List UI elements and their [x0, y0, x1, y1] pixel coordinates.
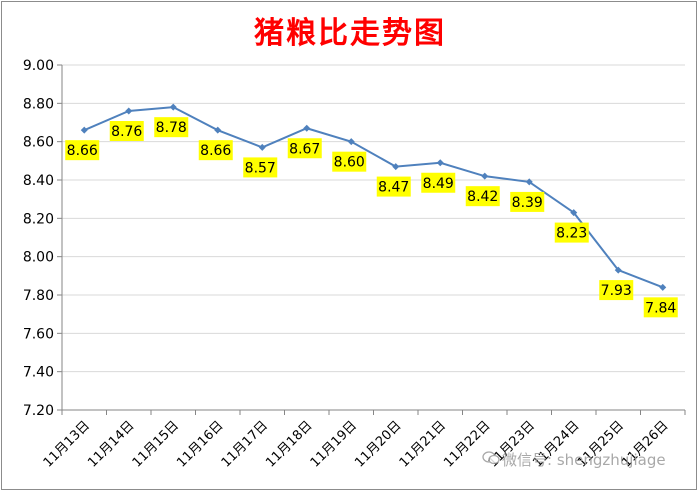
data-point — [125, 107, 133, 115]
y-tick-label: 8.40 — [23, 173, 54, 189]
y-tick-label: 8.20 — [23, 211, 54, 227]
x-tick-label: 11月18日 — [263, 418, 315, 470]
data-point — [169, 103, 177, 111]
data-label: 8.49 — [423, 176, 454, 192]
data-label-box — [109, 121, 144, 141]
data-label: 8.66 — [67, 143, 98, 159]
data-label: 8.23 — [556, 226, 587, 242]
y-tick-label: 7.80 — [23, 288, 54, 304]
x-tick-label: 11月17日 — [219, 418, 271, 470]
data-label-box — [287, 138, 322, 159]
y-tick-label: 8.00 — [23, 250, 54, 266]
x-tick-label: 11月21日 — [397, 418, 449, 470]
data-point — [392, 163, 400, 171]
y-tick-label: 7.40 — [23, 365, 54, 381]
y-tick-label: 9.00 — [23, 58, 54, 74]
data-label-box — [554, 222, 589, 243]
data-label: 8.57 — [245, 160, 276, 176]
data-label-box — [643, 297, 678, 318]
data-label: 7.93 — [601, 283, 632, 299]
data-label: 8.42 — [467, 189, 498, 205]
data-point — [525, 178, 533, 186]
data-label: 8.76 — [111, 124, 142, 140]
data-point — [347, 138, 355, 146]
x-tick-label: 11月19日 — [308, 418, 360, 470]
data-point — [303, 124, 311, 132]
x-tick-label: 11月15日 — [130, 418, 182, 470]
data-point — [258, 143, 266, 151]
watermark: 微信号: shengzhujiage — [482, 449, 666, 470]
data-label-box — [376, 176, 411, 197]
data-label-box — [465, 186, 500, 207]
data-label: 8.60 — [334, 155, 365, 171]
y-tick-label: 8.60 — [23, 135, 54, 151]
data-point — [80, 126, 88, 134]
data-label-box — [243, 157, 278, 178]
data-point — [436, 159, 444, 167]
data-point — [614, 266, 622, 274]
data-label-box — [510, 191, 545, 212]
data-label: 8.67 — [289, 141, 320, 157]
data-label-box — [154, 117, 189, 138]
x-tick-label: 11月20日 — [352, 418, 404, 470]
x-tick-label: 11月14日 — [85, 418, 137, 470]
data-label-box — [198, 140, 233, 161]
data-label: 8.47 — [378, 180, 409, 196]
data-label-box — [65, 140, 100, 161]
data-point — [659, 283, 667, 291]
data-point — [481, 172, 489, 180]
x-tick-label: 11月13日 — [41, 418, 93, 470]
data-label: 8.39 — [512, 195, 543, 211]
data-label: 7.84 — [645, 300, 676, 316]
y-tick-label: 7.60 — [23, 326, 54, 342]
data-label-box — [421, 172, 456, 193]
y-tick-label: 8.80 — [23, 96, 54, 112]
chart-title: 猪粮比走势图 — [254, 16, 446, 51]
series-line — [83, 106, 664, 289]
data-label-box — [599, 280, 634, 301]
watermark-text: 微信号: shengzhujiage — [502, 451, 666, 469]
data-label: 8.78 — [156, 120, 187, 136]
data-label-box — [332, 151, 367, 172]
data-label: 8.66 — [200, 143, 231, 159]
x-tick-label: 11月16日 — [174, 418, 226, 470]
wechat-icon — [482, 451, 500, 469]
data-point — [214, 126, 222, 134]
data-point — [570, 209, 578, 217]
y-tick-label: 7.20 — [23, 403, 54, 419]
